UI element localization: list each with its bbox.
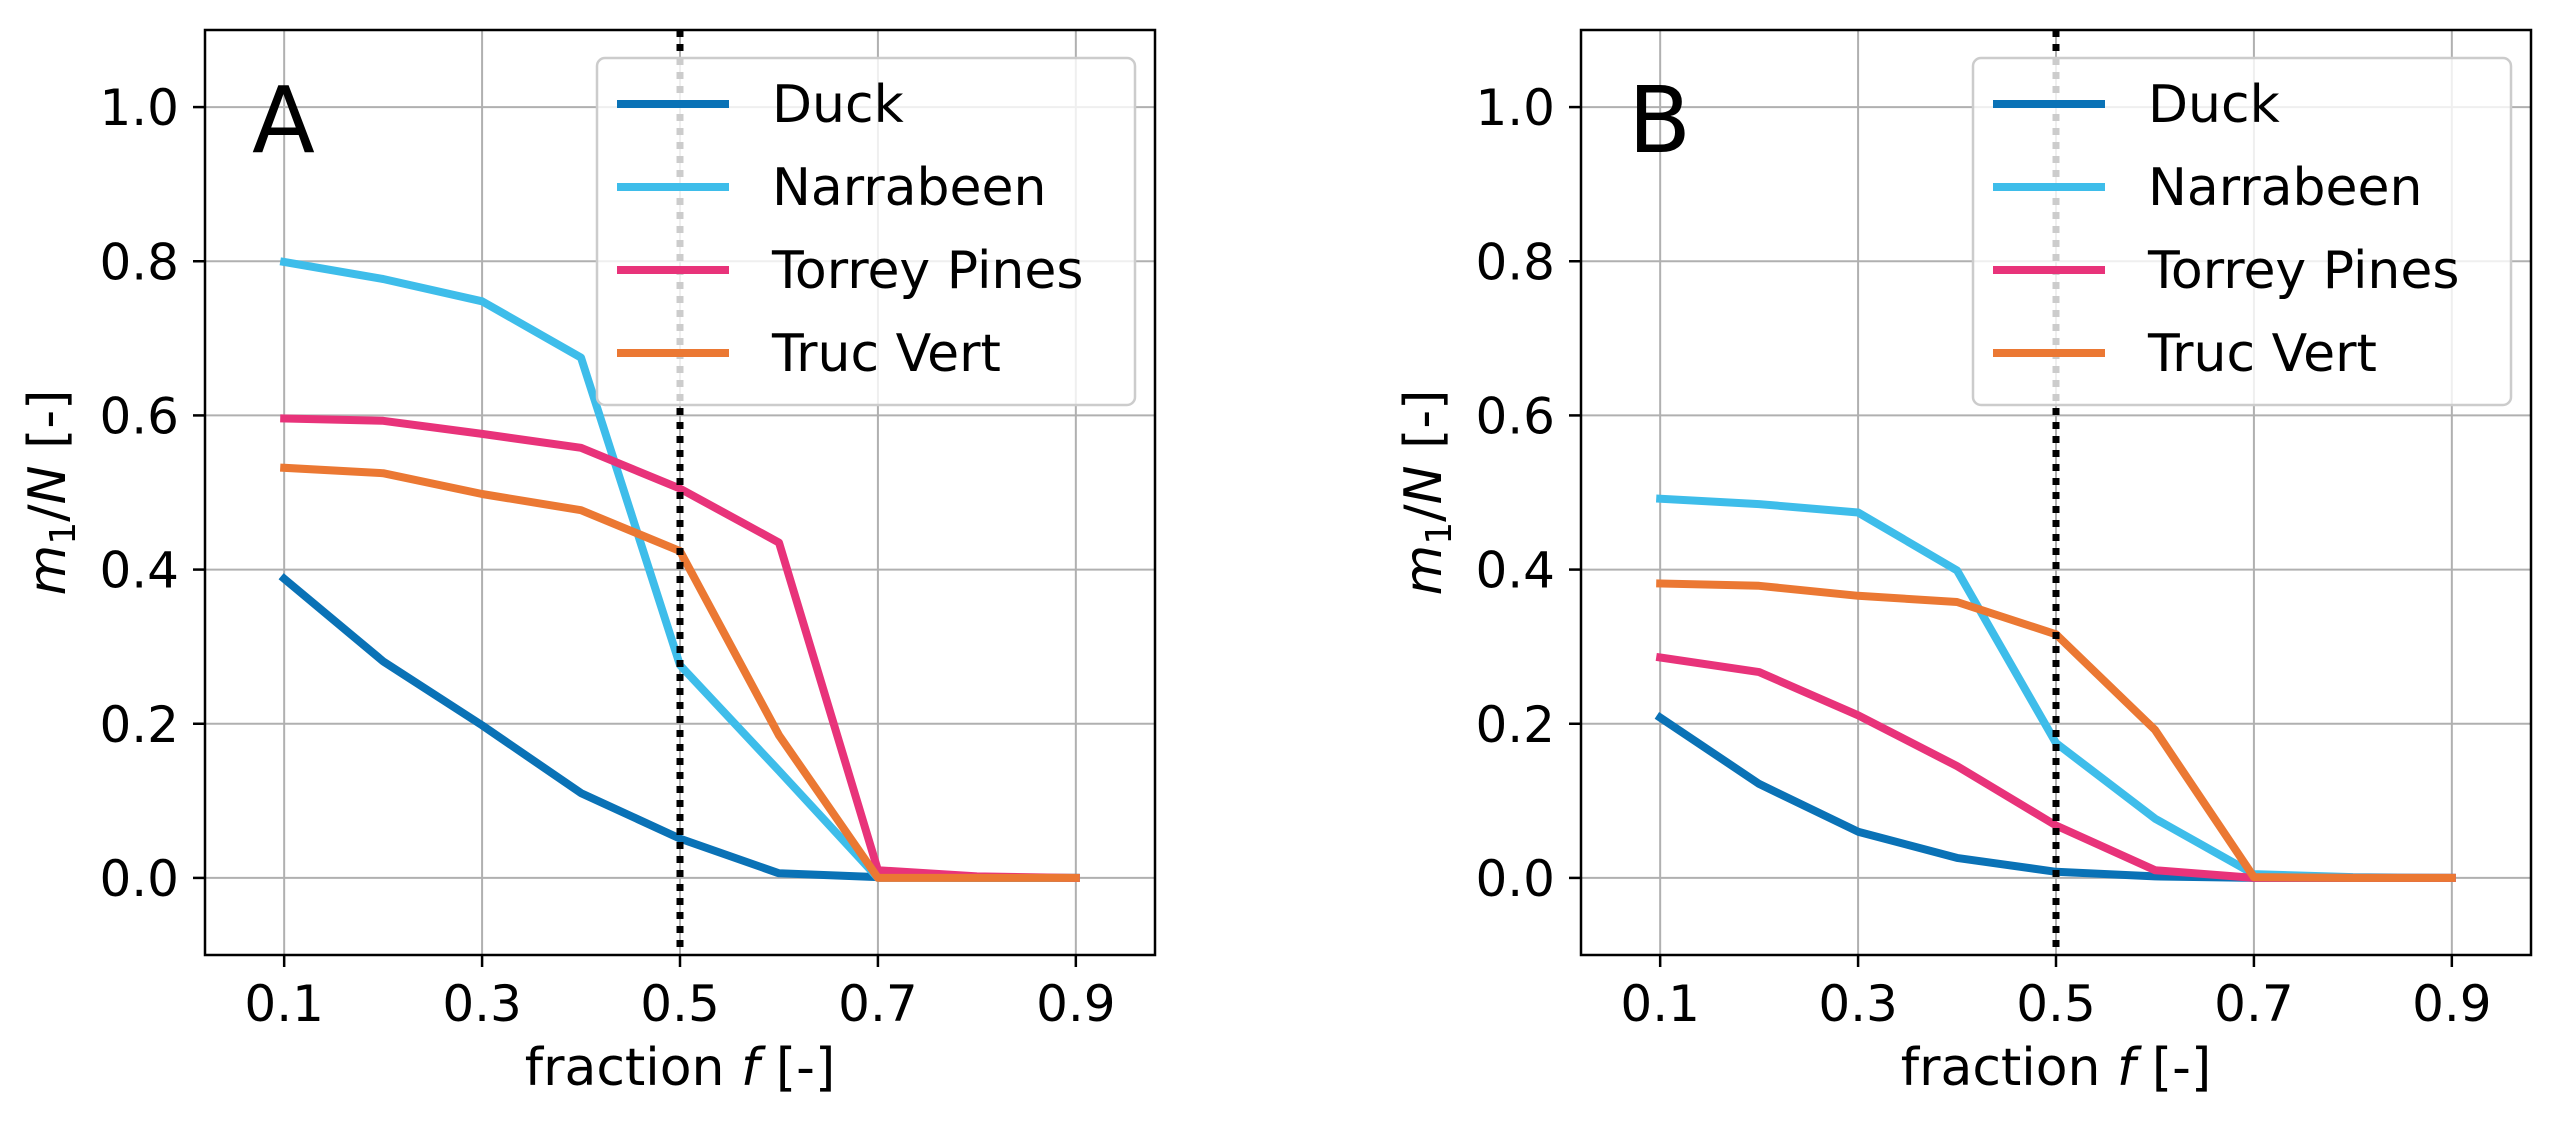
chart-panel-a: 0.1 0.3 0.5 0.7 0.9 0.0 0.2 0.4 0.6 0.8 1.0 fractio…	[18, 28, 1157, 1098]
legend-label: Narrabeen	[2148, 158, 2422, 218]
x-axis-label-main: fraction	[525, 1038, 741, 1098]
x-tick-label: 0.1	[244, 975, 324, 1033]
x-tick-label: 0.7	[2214, 975, 2294, 1033]
y-axis-label-slash: /	[18, 504, 78, 522]
x-tick-label: 0.9	[2412, 975, 2492, 1033]
y-axis-label-unit: [-]	[1394, 390, 1454, 466]
x-axis-label-main: fraction	[1901, 1038, 2117, 1098]
x-axis-label-unit: [-]	[2135, 1038, 2211, 1098]
legend-label: Duck	[2148, 75, 2280, 135]
legend-box	[1971, 56, 2513, 407]
x-tick-label: 0.1	[1620, 975, 1700, 1033]
legend-box	[595, 56, 1137, 407]
x-tick-label: 0.3	[1818, 975, 1898, 1033]
x-tick-label: 0.3	[442, 975, 522, 1033]
y-axis-label-subscript: 1	[1419, 522, 1460, 545]
y-axis-label-n: N	[18, 465, 78, 504]
x-axis-label: fraction f [-]	[1901, 1038, 2211, 1098]
y-tick-label: 0.6	[1475, 387, 1555, 445]
legend-label: Torrey Pines	[2147, 241, 2459, 301]
legend: Duck Narrabeen Torrey Pines Truc Vert	[1971, 56, 2513, 407]
y-axis-label-m: m	[1394, 545, 1454, 596]
y-tick-label: 0.4	[99, 542, 179, 600]
legend-label: Torrey Pines	[771, 241, 1083, 301]
y-tick-label: 0.0	[99, 850, 179, 908]
y-tick-label: 1.0	[99, 79, 179, 137]
y-tick-label: 1.0	[1475, 79, 1555, 137]
panel-label: A	[252, 67, 315, 174]
x-tick-label: 0.5	[640, 975, 720, 1033]
y-axis-label-unit: [-]	[18, 390, 78, 466]
legend: Duck Narrabeen Torrey Pines Truc Vert	[595, 56, 1137, 407]
x-tick-label: 0.5	[2016, 975, 2096, 1033]
y-axis-label: m1/N [-]	[18, 390, 84, 596]
y-axis-label-subscript: 1	[43, 522, 84, 545]
y-tick-label: 0.2	[1475, 696, 1555, 754]
y-axis-label-m: m	[18, 545, 78, 596]
y-tick-label: 0.8	[1475, 233, 1555, 291]
legend-label: Narrabeen	[772, 158, 1046, 218]
x-axis-label: fraction f [-]	[525, 1038, 835, 1098]
y-axis-label-n: N	[1394, 465, 1454, 504]
panel-label: B	[1628, 67, 1691, 174]
x-tick-label: 0.7	[838, 975, 918, 1033]
y-axis-label-slash: /	[1394, 504, 1454, 522]
y-axis-label: m1/N [-]	[1394, 390, 1460, 596]
y-tick-label: 0.4	[1475, 542, 1555, 600]
chart-panel-b: 0.1 0.3 0.5 0.7 0.9 0.0 0.2 0.4 0.6 0.8 1.0 fractio…	[1394, 28, 2533, 1098]
legend-label: Truc Vert	[2147, 324, 2377, 384]
y-tick-label: 0.6	[99, 387, 179, 445]
y-tick-label: 0.2	[99, 696, 179, 754]
y-tick-label: 0.8	[99, 233, 179, 291]
x-axis-label-unit: [-]	[759, 1038, 835, 1098]
legend-label: Truc Vert	[771, 324, 1001, 384]
y-tick-label: 0.0	[1475, 850, 1555, 908]
x-tick-label: 0.9	[1036, 975, 1116, 1033]
legend-label: Duck	[772, 75, 904, 135]
